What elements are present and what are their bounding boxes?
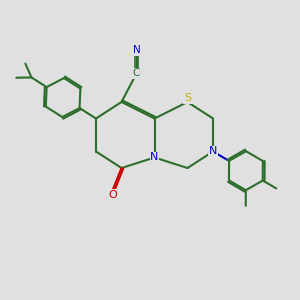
Text: S: S (184, 93, 191, 103)
Text: C: C (133, 68, 140, 79)
Text: N: N (150, 152, 159, 163)
Text: O: O (108, 190, 117, 200)
Text: N: N (209, 146, 217, 157)
Text: N: N (133, 45, 140, 55)
